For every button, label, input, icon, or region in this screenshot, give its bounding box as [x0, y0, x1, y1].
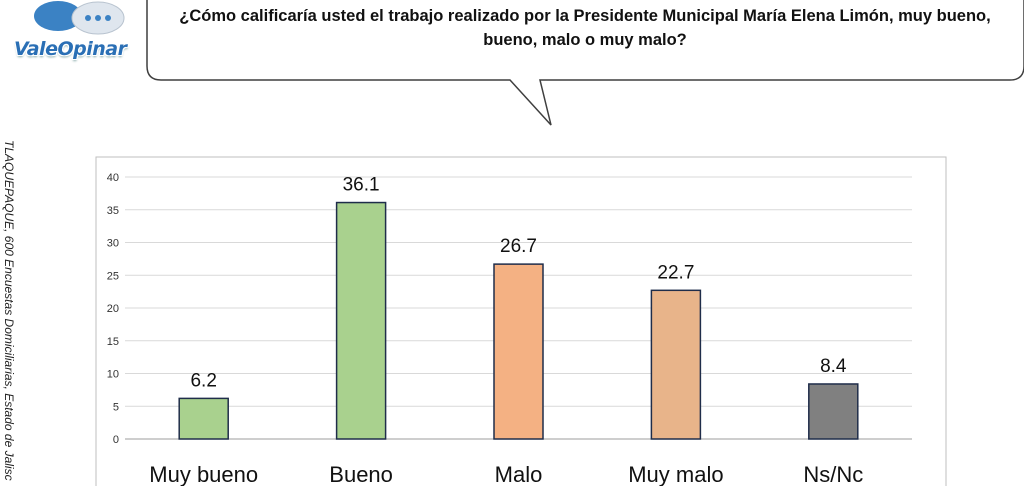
y-tick-label: 15 [107, 336, 119, 348]
y-axis-ticks: 0 5 10 15 20 25 30 35 40 [107, 172, 119, 446]
plot-frame [95, 156, 947, 486]
y-tick-label: 35 [107, 205, 119, 217]
logo-text: ValeOpinar [14, 38, 127, 60]
bar [493, 263, 544, 440]
data-label: 8.4 [820, 356, 847, 377]
y-tick-label: 10 [107, 369, 119, 381]
x-tick-label: Malo [495, 462, 543, 486]
question-text: ¿Cómo calificaría usted el trabajo reali… [179, 7, 991, 49]
data-label: 36.1 [343, 175, 380, 196]
data-label: 6.2 [190, 370, 216, 391]
y-tick-label: 0 [113, 434, 119, 446]
data-label: 26.7 [500, 236, 537, 257]
y-tick-label: 5 [113, 401, 119, 413]
x-tick-label: Ns/Nc [803, 462, 863, 486]
valeopinar-logo: ValeOpinar [10, 0, 138, 68]
y-tick-label: 30 [107, 238, 119, 250]
y-tick-label: 25 [107, 270, 119, 282]
data-label: 22.7 [657, 262, 694, 283]
bar [178, 397, 229, 440]
x-tick-label: Bueno [329, 462, 393, 486]
y-tick-label: 40 [107, 172, 119, 184]
x-axis-labels: Muy bueno Bueno Malo Muy malo Ns/Nc [149, 462, 863, 486]
value-labels: 6.2 36.1 26.7 22.7 8.4 [190, 175, 846, 392]
speech-bubbles-icon [34, 1, 125, 35]
bar [650, 289, 702, 440]
x-tick-label: Muy bueno [149, 462, 258, 486]
survey-note: TLAQUEPAQUE, 600 Encuestas Domiciliarias… [2, 140, 16, 481]
bar [335, 201, 387, 440]
question-callout [146, 0, 1024, 126]
bar [808, 383, 859, 440]
bars [178, 201, 859, 440]
y-tick-label: 20 [107, 303, 119, 315]
x-tick-label: Muy malo [628, 462, 723, 486]
